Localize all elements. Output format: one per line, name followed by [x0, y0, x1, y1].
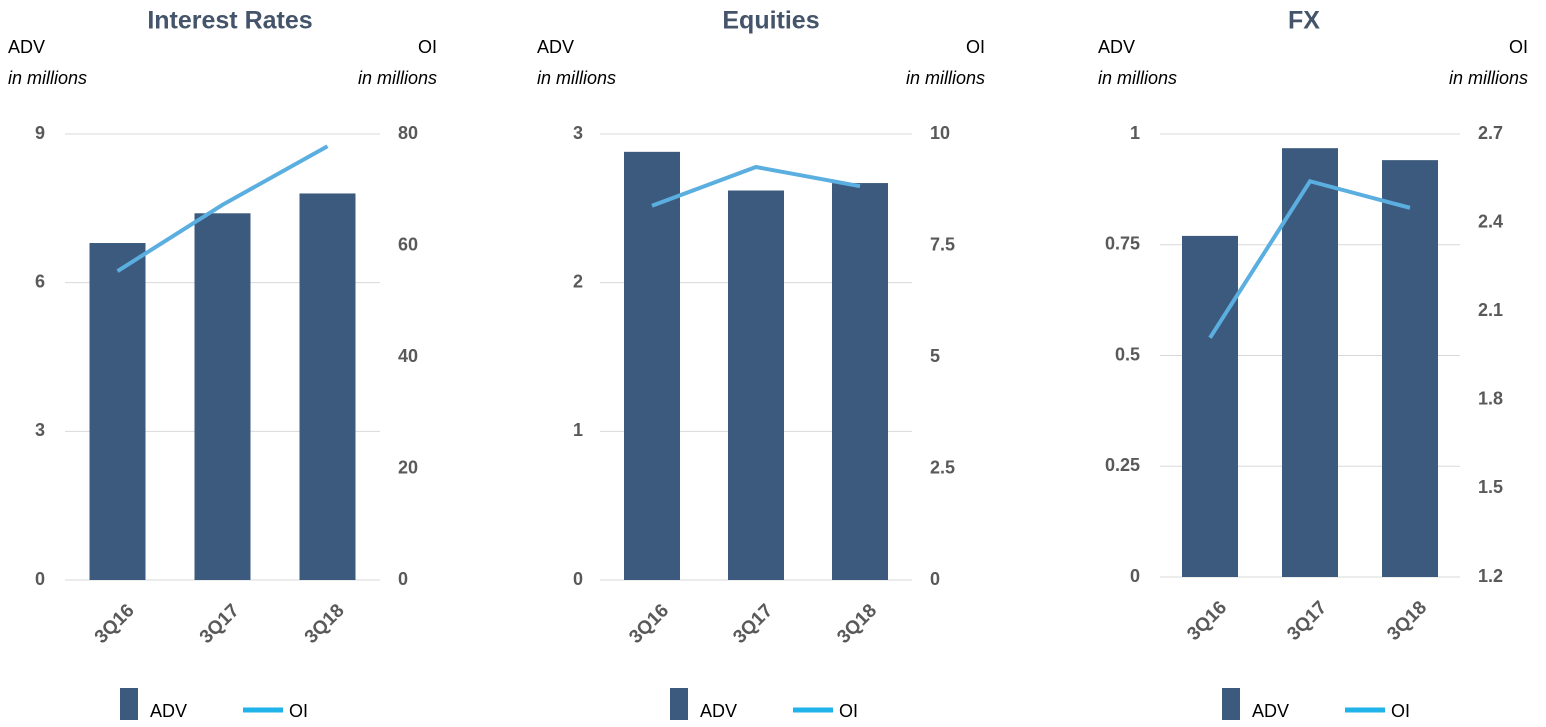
y-tick-label: 0: [35, 569, 45, 589]
legend-label: OI: [289, 701, 308, 721]
line-series: [651, 164, 861, 208]
chart-panel: FX ADV in millions OI in millions 0 0.25 0.5 0.7…: [1098, 7, 1528, 721]
x-tick-label: 3Q17: [196, 600, 244, 648]
y-tick-label: 2: [573, 271, 583, 291]
legend-label: ADV: [150, 701, 187, 721]
y2-tick-label: 40: [398, 346, 418, 366]
bar: [89, 243, 146, 580]
x-tick-label: 3Q16: [625, 600, 673, 648]
x-tick-label: 3Q18: [1383, 597, 1431, 645]
y-tick-label: 0.75: [1105, 234, 1140, 254]
y-tick-label: 0.25: [1105, 455, 1140, 475]
legend-label: ADV: [1252, 701, 1289, 721]
y2-tick-label: 2.5: [930, 457, 955, 477]
y-tick-label: 1: [573, 420, 583, 440]
y2-tick-label: 0: [930, 569, 940, 589]
y2-tick-label: 5: [930, 346, 940, 366]
y2-axis-unit: in millions: [1449, 68, 1528, 88]
y2-tick-label: 1.5: [1478, 477, 1503, 497]
y-tick-label: 6: [35, 271, 45, 291]
bar: [728, 190, 784, 580]
y2-tick-label: 20: [398, 457, 418, 477]
y-tick-label: 3: [35, 420, 45, 440]
y-axis-unit: in millions: [1098, 68, 1177, 88]
line-series: [1208, 178, 1411, 339]
y2-tick-label: 60: [398, 234, 418, 254]
x-tick-label: 3Q16: [91, 600, 139, 648]
y-tick-label: 9: [35, 123, 45, 143]
y2-tick-label: 1.2: [1478, 566, 1503, 586]
bar: [1282, 148, 1338, 577]
legend-label: OI: [1391, 701, 1410, 721]
legend-swatch: [670, 688, 688, 720]
y-axis-label: ADV: [8, 37, 45, 57]
y2-tick-label: 2.7: [1478, 123, 1503, 143]
x-tick-label: 3Q17: [1283, 597, 1331, 645]
bar: [832, 183, 888, 580]
y2-axis-label: OI: [1509, 37, 1528, 57]
chart-panel: Equities ADV in millions OI in millions 0 1 2 3 0…: [537, 7, 985, 721]
y-axis-label: ADV: [1098, 37, 1135, 57]
bar: [299, 193, 356, 580]
legend-swatch: [1222, 688, 1240, 720]
y-axis-unit: in millions: [537, 68, 616, 88]
chart-panel: Interest Rates ADV in millions OI in million…: [8, 7, 437, 721]
chart-title: Interest Rates: [147, 7, 312, 35]
y2-tick-label: 80: [398, 123, 418, 143]
y2-tick-label: 2.1: [1478, 300, 1503, 320]
bar: [1182, 235, 1238, 577]
y2-tick-label: 10: [930, 123, 950, 143]
y-tick-label: 3: [573, 123, 583, 143]
y-tick-label: 1: [1130, 123, 1140, 143]
y-tick-label: 0.5: [1115, 344, 1140, 364]
y2-axis-label: OI: [418, 37, 437, 57]
x-tick-label: 3Q16: [1183, 597, 1231, 645]
y-tick-label: 0: [1130, 566, 1140, 586]
x-tick-label: 3Q18: [833, 600, 881, 648]
bar: [1382, 160, 1438, 577]
x-tick-label: 3Q17: [729, 600, 777, 648]
y2-tick-label: 1.8: [1478, 389, 1503, 409]
y-tick-label: 0: [573, 569, 583, 589]
y-axis-unit: in millions: [8, 68, 87, 88]
legend-label: ADV: [700, 701, 737, 721]
legend-label: OI: [839, 701, 858, 721]
y-axis-label: ADV: [537, 37, 574, 57]
bar: [194, 213, 251, 581]
y2-axis-label: OI: [966, 37, 985, 57]
y2-tick-label: 2.4: [1478, 211, 1503, 231]
x-tick-label: 3Q18: [301, 600, 349, 648]
y2-tick-label: 7.5: [930, 234, 955, 254]
legend-swatch: [120, 688, 138, 720]
y2-axis-unit: in millions: [906, 68, 985, 88]
bar: [624, 151, 680, 580]
y2-tick-label: 0: [398, 569, 408, 589]
chart-title: Equities: [722, 7, 819, 35]
y2-axis-unit: in millions: [358, 68, 437, 88]
line-series: [116, 144, 329, 273]
chart-title: FX: [1288, 7, 1320, 35]
